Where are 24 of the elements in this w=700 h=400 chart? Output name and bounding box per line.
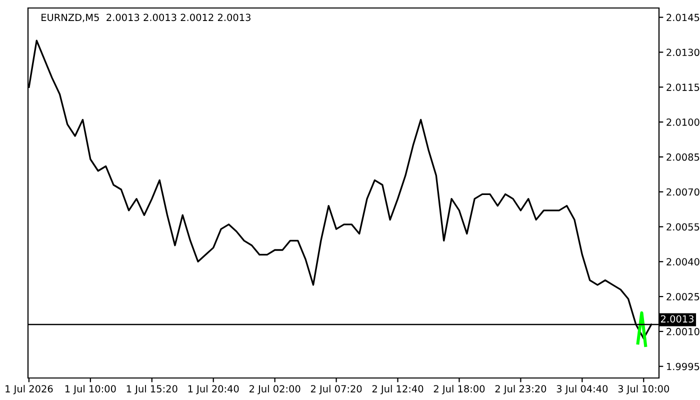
y-tick-label: 2.0070 [666,188,700,196]
y-tick-label: 2.0115 [666,84,700,91]
y-tick-label: 2.0100 [666,118,700,126]
x-tick-label: 2 Jul 12:40 [372,384,424,394]
x-tick-label: 1 Jul 20:40 [188,384,239,394]
x-tick-label: 2 Jul 23:20 [495,384,546,394]
x-tick-label: 1 Jul 2026 [6,384,53,394]
ref-line-label: 2.0013 [660,315,694,323]
y-tick-label: 2.0085 [666,153,700,161]
x-tick-label: 3 Jul 04:40 [556,384,608,394]
y-tick-label: 1.9995 [667,362,700,370]
text: EURNZD,M5 2.0013 2.0013 2.0012 2.0013 [42,14,250,22]
x-tick-label: 2 Jul 07:20 [310,384,362,394]
x-tick-label: 2 Jul 18:00 [434,384,485,394]
x-tick-label: 1 Jul 10:00 [65,384,116,394]
y-tick-label: 2.0130 [666,48,700,56]
x-tick-label: 3 Jul 10:00 [618,384,670,394]
y-tick-label: 2.0055 [666,223,700,231]
y-tick-label: 2.0040 [666,258,700,266]
y-tick-label: 2.0145 [666,14,700,22]
x-tick-label: 2 Jul 02:00 [249,384,300,394]
y-tick-label: 2.0010 [666,328,700,336]
y-tick-label: 2.0025 [666,293,700,300]
x-tick-label: 1 Jul 15:20 [126,384,178,394]
